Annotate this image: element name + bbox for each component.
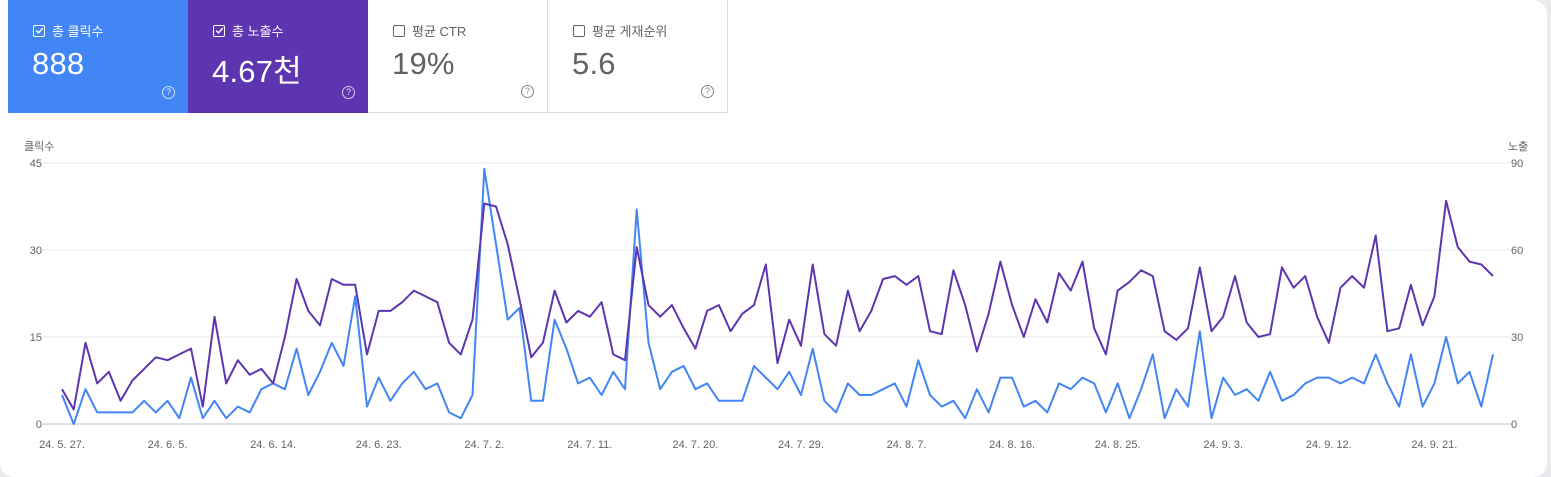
y-tick-label-right: 60 bbox=[1511, 245, 1523, 257]
x-tick-label: 24. 9. 21. bbox=[1411, 439, 1457, 451]
y-tick-label-left: 15 bbox=[30, 332, 42, 344]
question-circle-icon[interactable]: ? bbox=[701, 85, 714, 98]
x-tick-label: 24. 5. 27. bbox=[39, 439, 85, 451]
y-tick-label-right: 0 bbox=[1511, 419, 1517, 431]
metric-value: 5.6 bbox=[572, 46, 616, 81]
metric-tabs: 총 클릭수 888 ? 총 노출수 4.67천 ? 평균 CTR 19% ? 평… bbox=[8, 0, 728, 113]
x-tick-label: 24. 7. 20. bbox=[672, 439, 718, 451]
x-tick-label: 24. 6. 14. bbox=[250, 439, 296, 451]
x-tick-label: 24. 9. 12. bbox=[1306, 439, 1352, 451]
x-tick-label: 24. 8. 25. bbox=[1095, 439, 1141, 451]
metric-average-position[interactable]: 평균 게재순위 5.6 ? bbox=[548, 0, 728, 113]
x-tick-label: 24. 6. 5. bbox=[148, 439, 188, 451]
metric-label: 평균 CTR bbox=[412, 24, 467, 39]
y-tick-label-right: 90 bbox=[1511, 158, 1523, 170]
x-tick-label: 24. 7. 2. bbox=[464, 439, 504, 451]
checkbox-unchecked-icon[interactable] bbox=[393, 24, 405, 37]
x-tick-label: 24. 8. 16. bbox=[989, 439, 1035, 451]
metric-label: 평균 게재순위 bbox=[592, 24, 668, 39]
x-tick-label: 24. 7. 11. bbox=[567, 439, 612, 451]
right-axis-title: 노출 bbox=[1508, 141, 1529, 153]
y-tick-label-left: 30 bbox=[30, 245, 42, 257]
y-tick-label-right: 30 bbox=[1511, 332, 1523, 344]
impressions-series-line bbox=[61, 199, 1494, 411]
x-tick-label: 24. 9. 3. bbox=[1203, 439, 1243, 451]
x-tick-label: 24. 7. 29. bbox=[778, 439, 824, 451]
metric-total-impressions[interactable]: 총 노출수 4.67천 ? bbox=[188, 0, 368, 113]
question-circle-icon[interactable]: ? bbox=[162, 86, 175, 99]
checkbox-checked-icon[interactable] bbox=[33, 24, 45, 37]
metric-label: 총 클릭수 bbox=[52, 24, 104, 39]
question-circle-icon[interactable]: ? bbox=[342, 86, 355, 99]
clicks-series-line bbox=[61, 167, 1494, 425]
x-tick-label: 24. 6. 23. bbox=[356, 439, 402, 451]
checkbox-unchecked-icon[interactable] bbox=[573, 24, 585, 37]
left-axis-title: 클릭수 bbox=[24, 141, 55, 153]
metric-label: 총 노출수 bbox=[232, 24, 284, 39]
y-tick-label-left: 45 bbox=[30, 158, 42, 170]
question-circle-icon[interactable]: ? bbox=[521, 85, 534, 98]
metric-value: 4.67천 bbox=[212, 54, 302, 89]
metric-value: 19% bbox=[392, 46, 455, 81]
checkbox-checked-icon[interactable] bbox=[213, 24, 225, 37]
y-tick-label-left: 0 bbox=[36, 419, 42, 431]
x-tick-label: 24. 8. 7. bbox=[887, 439, 927, 451]
metric-average-ctr[interactable]: 평균 CTR 19% ? bbox=[368, 0, 548, 113]
metric-total-clicks[interactable]: 총 클릭수 888 ? bbox=[8, 0, 188, 113]
metric-value: 888 bbox=[32, 46, 85, 81]
